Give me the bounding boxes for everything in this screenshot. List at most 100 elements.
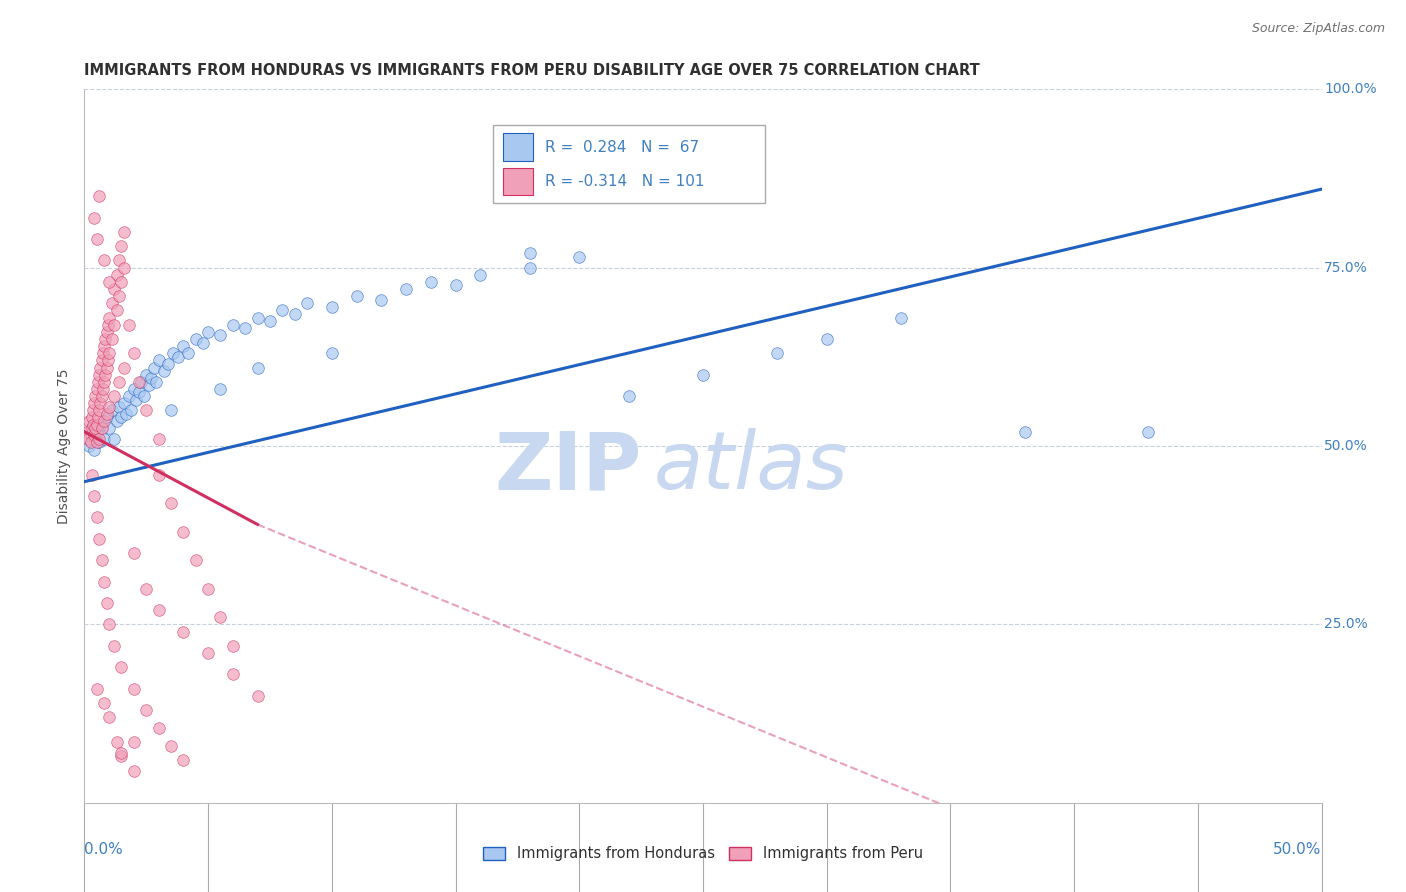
Point — [128, 375, 150, 389]
Point — [135, 703, 157, 717]
Point — [97, 318, 120, 332]
Point — [568, 250, 591, 264]
Point — [105, 303, 128, 318]
Point — [141, 371, 163, 385]
Point — [103, 318, 125, 332]
Point — [100, 403, 122, 417]
Text: Source: ZipAtlas.com: Source: ZipAtlas.com — [1251, 22, 1385, 36]
Point — [129, 375, 152, 389]
Point — [110, 239, 132, 253]
Point — [135, 368, 157, 382]
Point — [98, 275, 121, 289]
Point — [93, 375, 115, 389]
Point — [112, 360, 135, 375]
Point — [90, 417, 112, 432]
Point — [89, 360, 111, 375]
Point — [97, 353, 120, 368]
Point — [197, 582, 219, 596]
Point — [157, 357, 180, 371]
Point — [91, 346, 114, 360]
Text: 50.0%: 50.0% — [1324, 439, 1368, 453]
Point — [105, 414, 128, 428]
Point — [1014, 425, 1036, 439]
Point — [90, 421, 112, 435]
Point — [96, 407, 118, 421]
Point — [692, 368, 714, 382]
Text: 100.0%: 100.0% — [1324, 82, 1376, 96]
Point — [271, 303, 294, 318]
Point — [209, 610, 232, 624]
Point — [90, 389, 112, 403]
Point — [346, 289, 368, 303]
Point — [395, 282, 418, 296]
Text: IMMIGRANTS FROM HONDURAS VS IMMIGRANTS FROM PERU DISABILITY AGE OVER 75 CORRELAT: IMMIGRANTS FROM HONDURAS VS IMMIGRANTS F… — [84, 63, 980, 78]
Point — [98, 421, 121, 435]
FancyBboxPatch shape — [492, 125, 765, 203]
Point — [89, 435, 111, 450]
Point — [160, 739, 183, 753]
Point — [83, 211, 105, 225]
Point — [108, 289, 131, 303]
Point — [86, 425, 108, 439]
Point — [246, 310, 269, 325]
Point — [120, 403, 142, 417]
Point — [93, 253, 115, 268]
Point — [110, 749, 132, 764]
Text: 50.0%: 50.0% — [1274, 842, 1322, 857]
FancyBboxPatch shape — [502, 168, 533, 194]
Point — [86, 435, 108, 450]
Text: 75.0%: 75.0% — [1324, 260, 1368, 275]
Point — [145, 375, 167, 389]
Point — [93, 432, 115, 446]
Point — [103, 282, 125, 296]
Point — [122, 735, 145, 749]
Point — [79, 439, 101, 453]
Point — [89, 189, 111, 203]
Point — [83, 396, 105, 410]
Point — [295, 296, 318, 310]
Point — [100, 296, 122, 310]
Point — [76, 425, 98, 439]
Point — [617, 389, 640, 403]
Point — [108, 253, 131, 268]
Point — [115, 407, 138, 421]
Point — [112, 225, 135, 239]
Point — [80, 410, 103, 425]
FancyBboxPatch shape — [502, 134, 533, 161]
Text: 0.0%: 0.0% — [84, 842, 124, 857]
Point — [112, 260, 135, 275]
Point — [177, 346, 200, 360]
Point — [90, 353, 112, 368]
Point — [86, 510, 108, 524]
Point — [89, 432, 111, 446]
Point — [167, 350, 190, 364]
Point — [96, 596, 118, 610]
Point — [98, 400, 121, 414]
Point — [96, 410, 118, 425]
Legend: Immigrants from Honduras, Immigrants from Peru: Immigrants from Honduras, Immigrants fro… — [477, 840, 929, 867]
Point — [80, 428, 103, 442]
Point — [890, 310, 912, 325]
Text: atlas: atlas — [654, 428, 848, 507]
Point — [105, 735, 128, 749]
Point — [118, 389, 141, 403]
Point — [89, 403, 111, 417]
Point — [246, 689, 269, 703]
Point — [110, 275, 132, 289]
Point — [96, 360, 118, 375]
Point — [815, 332, 838, 346]
Point — [444, 278, 467, 293]
Point — [519, 260, 541, 275]
Point — [222, 318, 245, 332]
Point — [148, 467, 170, 482]
Point — [83, 489, 105, 503]
Point — [103, 389, 125, 403]
Point — [321, 300, 343, 314]
Point — [222, 667, 245, 681]
Point — [79, 414, 101, 428]
Point — [519, 246, 541, 260]
Point — [86, 232, 108, 246]
Point — [321, 346, 343, 360]
Point — [370, 293, 392, 307]
Point — [197, 646, 219, 660]
